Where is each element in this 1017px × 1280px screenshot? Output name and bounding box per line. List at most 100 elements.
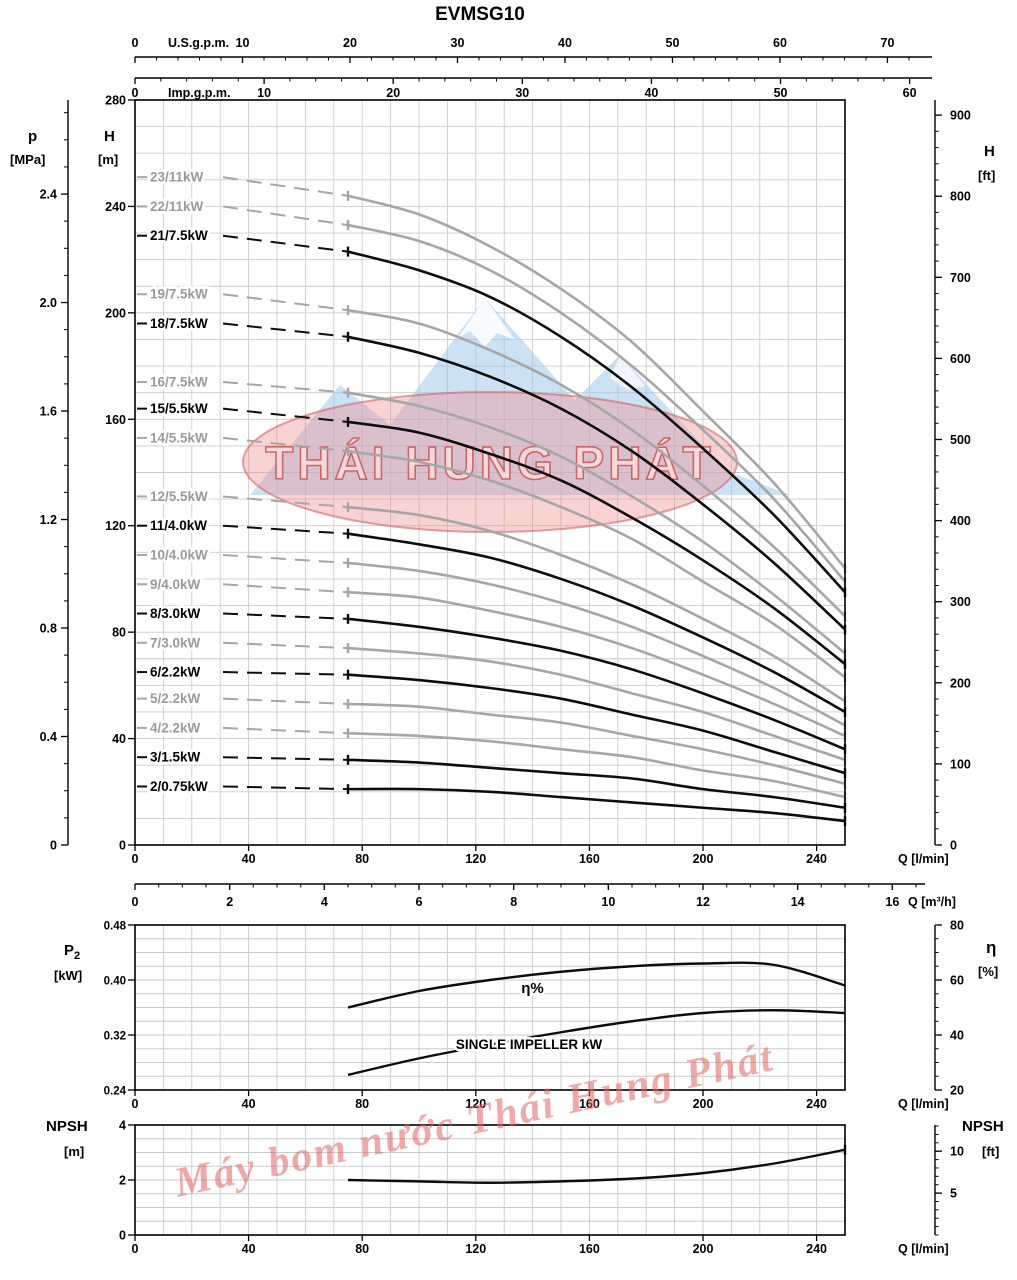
- svg-text:16/7.5kW: 16/7.5kW: [150, 375, 208, 390]
- svg-text:300: 300: [950, 595, 971, 609]
- svg-text:5/2.2kW: 5/2.2kW: [150, 691, 201, 706]
- svg-text:2: 2: [226, 895, 233, 909]
- eta-axis-unit: [%]: [978, 964, 999, 979]
- svg-text:6/2.2kW: 6/2.2kW: [150, 665, 201, 680]
- svg-text:20: 20: [950, 1084, 964, 1098]
- svg-text:2.4: 2.4: [40, 188, 57, 202]
- svg-text:160: 160: [579, 1097, 600, 1111]
- svg-text:7/3.0kW: 7/3.0kW: [150, 635, 201, 650]
- svg-text:60: 60: [950, 974, 964, 988]
- svg-text:200: 200: [693, 852, 714, 866]
- svg-text:280: 280: [105, 94, 126, 108]
- svg-text:10: 10: [257, 86, 271, 100]
- svg-text:80: 80: [950, 919, 964, 933]
- svg-text:200: 200: [693, 1097, 714, 1111]
- svg-text:200: 200: [950, 676, 971, 690]
- p-axis-label: p: [28, 128, 38, 145]
- svg-text:19/7.5kW: 19/7.5kW: [150, 287, 208, 302]
- svg-text:0: 0: [132, 86, 139, 100]
- svg-text:16: 16: [885, 895, 899, 909]
- curve-22/11kW: [347, 223, 846, 583]
- svg-text:21/7.5kW: 21/7.5kW: [150, 228, 208, 243]
- npsh-right-axis-unit: [ft]: [982, 1144, 1000, 1159]
- svg-text:800: 800: [950, 190, 971, 204]
- curve-8/3.0kW: [347, 617, 846, 751]
- svg-text:240: 240: [806, 1242, 827, 1256]
- svg-text:Q [l/min]: Q [l/min]: [898, 852, 949, 866]
- svg-text:80: 80: [355, 1242, 369, 1256]
- svg-text:40: 40: [644, 86, 658, 100]
- svg-text:20: 20: [386, 86, 400, 100]
- curve-η%: [347, 961, 846, 1009]
- svg-text:50: 50: [774, 86, 788, 100]
- svg-text:4: 4: [119, 1119, 126, 1133]
- svg-text:0.32: 0.32: [104, 1031, 126, 1043]
- p2-axis-label: P2: [64, 942, 81, 962]
- svg-text:0: 0: [119, 839, 126, 853]
- svg-text:40: 40: [558, 36, 572, 50]
- svg-text:10: 10: [236, 36, 250, 50]
- svg-text:40: 40: [950, 1029, 964, 1043]
- svg-text:U.S.g.p.m.: U.S.g.p.m.: [168, 36, 229, 50]
- svg-text:18/7.5kW: 18/7.5kW: [150, 316, 208, 331]
- h-ft-axis-label: H: [984, 143, 995, 160]
- svg-text:5: 5: [950, 1187, 957, 1201]
- eta-axis-label: η: [986, 938, 997, 957]
- svg-text:240: 240: [806, 1097, 827, 1111]
- page-title: EVMSG10: [435, 4, 525, 25]
- svg-text:Q [l/min]: Q [l/min]: [898, 1097, 949, 1111]
- svg-text:12/5.5kW: 12/5.5kW: [150, 489, 208, 504]
- svg-text:120: 120: [465, 1242, 486, 1256]
- svg-text:200: 200: [105, 306, 126, 320]
- svg-text:0: 0: [132, 1242, 139, 1256]
- svg-text:120: 120: [465, 1097, 486, 1111]
- curve-16/7.5kW: [347, 391, 846, 655]
- svg-text:3/1.5kW: 3/1.5kW: [150, 750, 201, 765]
- svg-text:240: 240: [105, 200, 126, 214]
- svg-text:η%: η%: [521, 980, 544, 997]
- curve-7/3.0kW: [347, 646, 846, 762]
- h-m-axis-unit: [m]: [98, 152, 119, 167]
- curve-6/2.2kW: [347, 673, 846, 775]
- svg-text:4/2.2kW: 4/2.2kW: [150, 720, 201, 735]
- curve-2/0.75kW: [347, 787, 846, 823]
- svg-text:120: 120: [105, 519, 126, 533]
- svg-text:400: 400: [950, 514, 971, 528]
- svg-text:0.24: 0.24: [104, 1086, 127, 1098]
- svg-text:40: 40: [242, 1242, 256, 1256]
- svg-text:23/11kW: 23/11kW: [150, 170, 204, 185]
- h-m-axis-label: H: [104, 128, 115, 145]
- svg-text:80: 80: [112, 626, 126, 640]
- svg-text:500: 500: [950, 433, 971, 447]
- svg-text:200: 200: [693, 1242, 714, 1256]
- svg-text:8/3.0kW: 8/3.0kW: [150, 606, 201, 621]
- svg-text:80: 80: [355, 1097, 369, 1111]
- curve-11/4.0kW: [347, 532, 846, 714]
- svg-text:SINGLE IMPELLER kW: SINGLE IMPELLER kW: [456, 1037, 603, 1052]
- svg-text:0.40: 0.40: [104, 976, 126, 988]
- svg-text:240: 240: [806, 852, 827, 866]
- p2-axis-unit: [kW]: [54, 968, 83, 983]
- svg-text:0.48: 0.48: [104, 921, 127, 933]
- curve-NPSH: [347, 1148, 846, 1184]
- svg-text:2: 2: [119, 1174, 126, 1188]
- svg-text:22/11kW: 22/11kW: [150, 199, 204, 214]
- svg-text:40: 40: [242, 1097, 256, 1111]
- curve-9/4.0kW: [347, 590, 846, 738]
- svg-text:50: 50: [666, 36, 680, 50]
- p-axis-unit: [MPa]: [10, 152, 46, 167]
- svg-text:6: 6: [416, 895, 423, 909]
- svg-text:4: 4: [321, 895, 328, 909]
- svg-text:0.8: 0.8: [40, 622, 57, 636]
- curve-14/5.5kW: [347, 449, 846, 679]
- svg-text:12: 12: [696, 895, 710, 909]
- curve-12/5.5kW: [347, 505, 846, 703]
- svg-text:0: 0: [119, 1229, 126, 1243]
- svg-text:2.0: 2.0: [40, 296, 57, 310]
- svg-text:0: 0: [50, 839, 57, 853]
- svg-text:80: 80: [355, 852, 369, 866]
- svg-text:10/4.0kW: 10/4.0kW: [150, 547, 208, 562]
- svg-text:10: 10: [950, 1145, 964, 1159]
- npsh-left-axis-unit: [m]: [64, 1144, 85, 1159]
